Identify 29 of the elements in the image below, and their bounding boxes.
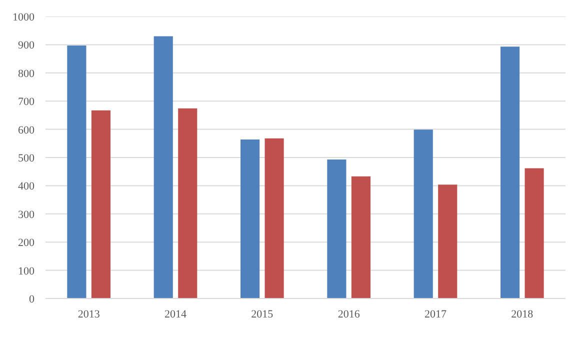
y-tick-label: 300 (18, 208, 35, 221)
y-tick-label: 200 (18, 237, 35, 250)
y-tick-label: 800 (18, 68, 35, 80)
x-tick-label: 2018 (511, 308, 534, 320)
y-tick-label: 400 (18, 180, 35, 193)
y-tick-label: 600 (18, 124, 35, 136)
x-tick-label: 2015 (251, 308, 274, 320)
bar (414, 130, 433, 298)
y-tick-label: 700 (18, 96, 35, 108)
y-tick-label: 900 (18, 40, 35, 52)
y-tick-label: 100 (18, 265, 35, 278)
y-tick-label: 0 (29, 294, 35, 306)
x-tick-label: 2016 (338, 308, 360, 320)
bar (351, 176, 370, 298)
x-tick-label: 2014 (164, 308, 187, 320)
bar (327, 159, 346, 298)
bar (67, 46, 86, 298)
bar (91, 110, 110, 298)
bar (524, 168, 544, 298)
bar (264, 138, 284, 298)
bar (438, 184, 458, 298)
x-tick-label: 2017 (424, 308, 447, 320)
x-tick-label: 2013 (78, 308, 100, 320)
bar (154, 36, 173, 298)
y-tick-label: 1000 (12, 12, 35, 24)
bar (500, 46, 520, 298)
bar (240, 139, 260, 298)
y-tick-label: 500 (18, 152, 35, 164)
bar (178, 108, 198, 298)
